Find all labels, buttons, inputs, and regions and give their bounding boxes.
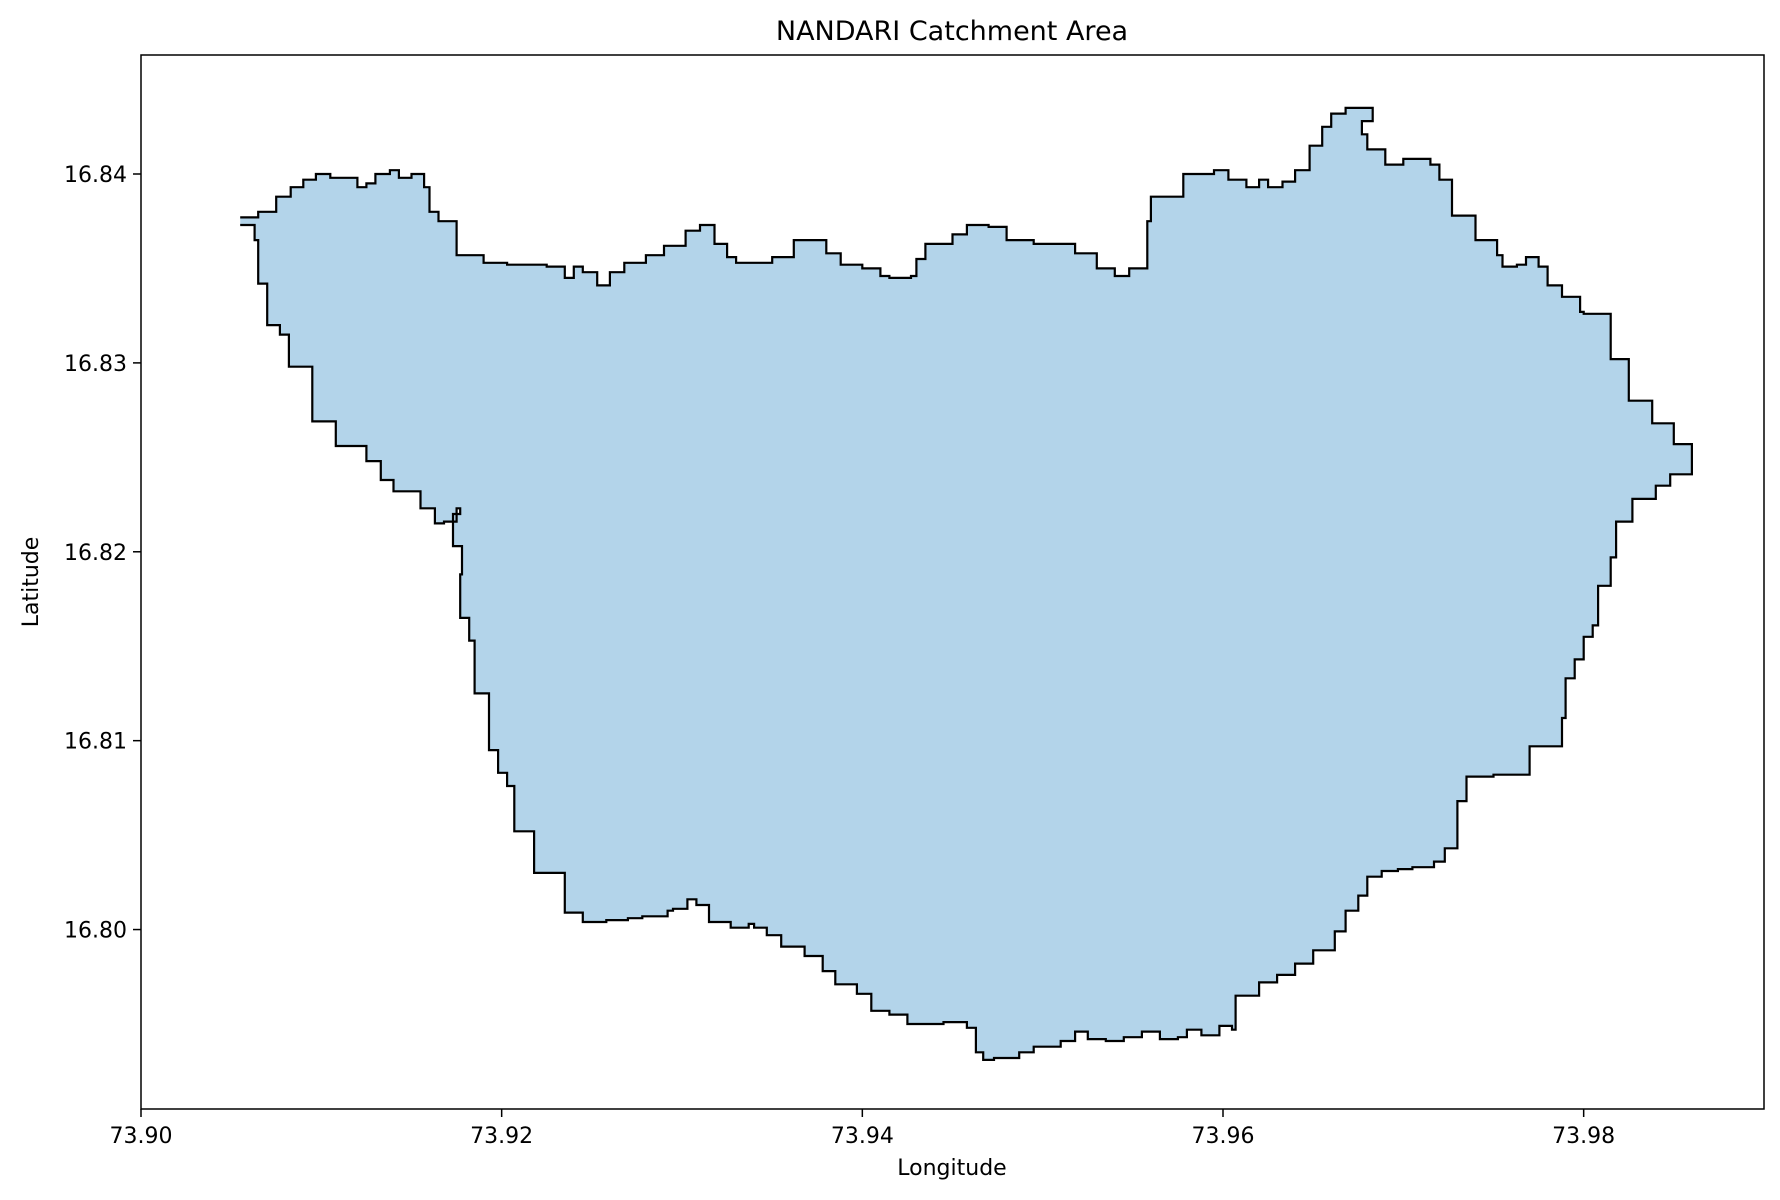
y-tick-label: 16.80 <box>64 919 127 944</box>
y-tick-label: 16.81 <box>64 730 127 755</box>
x-tick-label: 73.94 <box>831 1124 894 1149</box>
y-axis-label: Latitude <box>19 537 44 628</box>
y-tick-label: 16.84 <box>64 163 127 188</box>
x-tick-label: 73.98 <box>1552 1124 1615 1149</box>
x-tick-label: 73.96 <box>1192 1124 1255 1149</box>
y-axis: 16.80 16.81 16.82 16.83 16.84 <box>64 163 141 944</box>
y-tick-label: 16.83 <box>64 352 127 377</box>
catchment-polygon <box>240 106 1693 1061</box>
x-tick-label: 73.90 <box>110 1124 173 1149</box>
x-axis: 73.90 73.92 73.94 73.96 73.98 <box>110 1109 1615 1149</box>
y-tick-label: 16.82 <box>64 541 127 566</box>
plot-area <box>140 54 1765 1110</box>
x-axis-label: Longitude <box>897 1156 1006 1181</box>
x-tick-label: 73.92 <box>470 1124 533 1149</box>
chart-title: NANDARI Catchment Area <box>776 16 1128 47</box>
